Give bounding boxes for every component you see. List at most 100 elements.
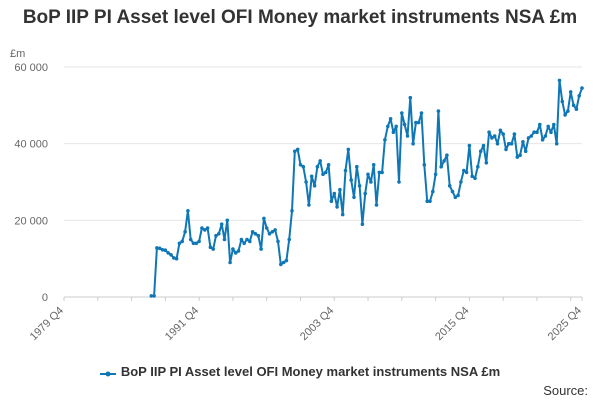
data-point[interactable] [470,174,475,179]
data-point[interactable] [262,216,266,221]
data-point[interactable] [439,164,444,169]
data-point[interactable] [332,191,337,196]
data-point[interactable] [515,155,520,159]
data-point[interactable] [233,251,238,255]
data-point[interactable] [315,164,320,169]
data-point[interactable] [459,180,463,184]
data-point[interactable] [580,86,584,90]
data-point[interactable] [484,161,489,165]
data-point[interactable] [383,138,387,142]
data-point[interactable] [352,195,356,200]
data-point[interactable] [529,134,534,138]
data-point[interactable] [360,222,365,226]
data-point[interactable] [157,246,162,251]
data-point[interactable] [301,164,306,169]
data-point[interactable] [433,172,438,177]
data-point[interactable] [467,143,472,148]
data-point[interactable] [273,228,277,232]
data-point[interactable] [408,95,413,100]
data-point[interactable] [509,141,514,146]
data-point[interactable] [239,237,244,242]
data-point[interactable] [402,122,407,127]
data-point[interactable] [211,247,215,251]
data-point[interactable] [380,170,384,175]
data-point[interactable] [281,260,286,265]
data-point[interactable] [217,232,221,236]
data-point[interactable] [523,149,528,154]
source-label[interactable]: Source: [543,383,588,398]
data-point[interactable] [386,124,390,129]
data-point[interactable] [312,184,317,188]
data-point[interactable] [188,237,193,242]
data-point[interactable] [256,233,261,238]
data-point[interactable] [203,228,207,232]
data-point[interactable] [405,134,410,138]
data-point[interactable] [363,191,368,196]
data-point[interactable] [504,147,508,152]
legend[interactable]: BoP IIP PI Asset level OFI Money market … [0,364,600,379]
data-point[interactable] [248,239,252,244]
data-point[interactable] [197,239,201,244]
data-point[interactable] [554,141,559,146]
data-point[interactable] [349,178,354,182]
data-point[interactable] [456,193,460,198]
data-point[interactable] [163,248,168,252]
data-point[interactable] [298,163,303,167]
data-point[interactable] [287,237,292,242]
data-point[interactable] [518,153,522,157]
data-point[interactable] [208,245,213,249]
data-point[interactable] [498,128,503,133]
data-point[interactable] [476,164,480,169]
data-point[interactable] [231,247,235,251]
data-point[interactable] [318,159,323,163]
data-point[interactable] [453,195,458,200]
data-point[interactable] [481,143,486,148]
data-point[interactable] [290,209,294,213]
data-point[interactable] [214,233,218,238]
data-point[interactable] [366,172,370,177]
data-point[interactable] [428,199,432,203]
data-point[interactable] [276,239,280,244]
data-point[interactable] [343,168,348,173]
data-point[interactable] [335,205,339,209]
data-point[interactable] [431,189,435,194]
data-point[interactable] [546,124,550,129]
data-point[interactable] [194,241,199,246]
data-point[interactable] [295,147,300,152]
data-point[interactable] [166,251,170,255]
data-point[interactable] [568,90,573,94]
data-point[interactable] [200,226,204,230]
data-point[interactable] [169,253,173,257]
data-point[interactable] [495,141,500,146]
data-point[interactable] [329,199,334,203]
data-point[interactable] [501,132,506,136]
data-point[interactable] [464,170,469,175]
data-point[interactable] [416,120,421,125]
data-point[interactable] [535,130,539,134]
data-point[interactable] [321,172,325,177]
data-point[interactable] [391,130,396,134]
data-point[interactable] [242,241,246,246]
data-point[interactable] [478,149,483,154]
data-point[interactable] [228,260,232,265]
data-point[interactable] [574,107,579,111]
data-point[interactable] [462,168,466,173]
data-point[interactable] [560,99,565,104]
data-point[interactable] [552,122,556,127]
data-point[interactable] [245,237,249,242]
data-point[interactable] [191,241,196,246]
data-point[interactable] [369,180,373,184]
data-point[interactable] [264,226,269,230]
data-point[interactable] [374,203,379,207]
data-point[interactable] [538,122,542,127]
data-point[interactable] [388,117,393,121]
data-point[interactable] [422,163,427,167]
data-point[interactable] [326,163,331,167]
data-point[interactable] [346,147,351,152]
data-point[interactable] [563,113,567,117]
data-point[interactable] [180,239,184,244]
data-point[interactable] [152,294,156,298]
data-point[interactable] [540,138,545,142]
data-point[interactable] [219,222,224,226]
data-point[interactable] [174,256,179,261]
